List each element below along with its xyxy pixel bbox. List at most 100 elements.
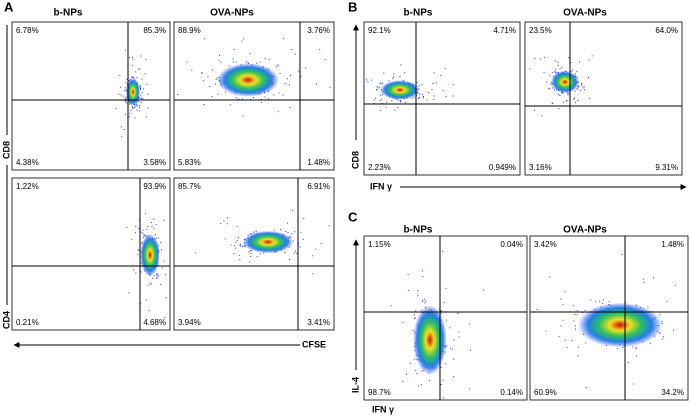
event-dot — [453, 358, 455, 360]
event-dot — [157, 275, 159, 277]
event-dot — [562, 304, 564, 306]
event-dot — [224, 91, 226, 93]
quadrant-percent: 98.7% — [368, 388, 391, 397]
event-dot — [140, 102, 142, 104]
event-dot — [227, 217, 228, 219]
event-dot — [235, 61, 237, 63]
event-dot — [662, 338, 664, 340]
event-dot — [636, 347, 638, 349]
quadrant-percent: 5.83% — [178, 158, 201, 167]
column-title: OVA-NPs — [563, 225, 607, 236]
event-dot — [163, 260, 165, 262]
event-dot — [376, 89, 378, 91]
event-dot — [145, 299, 147, 301]
event-dot — [559, 68, 561, 70]
density-blob — [242, 230, 294, 254]
event-dot — [380, 110, 382, 111]
event-dot — [445, 96, 447, 98]
event-dot — [581, 83, 583, 85]
event-dot — [399, 100, 401, 101]
event-dot — [165, 274, 167, 276]
event-dot — [195, 252, 196, 254]
event-dot — [443, 301, 445, 303]
event-dot — [661, 323, 663, 325]
event-dot — [446, 319, 447, 321]
event-dot — [578, 86, 580, 87]
event-dot — [392, 77, 394, 79]
event-dot — [277, 64, 279, 66]
density-blob — [217, 63, 279, 97]
event-dot — [579, 90, 581, 92]
event-dot — [236, 239, 238, 241]
event-dot — [131, 106, 133, 108]
x-axis-label: IFN γ — [372, 404, 394, 414]
event-dot — [191, 69, 193, 71]
event-dot — [280, 228, 282, 230]
event-dot — [581, 83, 582, 84]
event-dot — [425, 300, 427, 302]
event-dot — [282, 38, 284, 40]
event-dot — [422, 300, 423, 302]
event-dot — [142, 237, 144, 239]
quadrant-percent: 0.14% — [500, 388, 523, 397]
event-dot — [125, 113, 127, 115]
event-dot — [226, 223, 228, 225]
event-dot — [277, 111, 279, 113]
event-dot — [379, 100, 381, 102]
event-dot — [423, 96, 424, 97]
event-dot — [139, 107, 140, 109]
event-dot — [582, 87, 584, 89]
event-dot — [564, 339, 566, 341]
event-dot — [284, 252, 286, 253]
event-dot — [145, 116, 147, 118]
event-dot — [560, 298, 562, 300]
event-dot — [653, 277, 654, 279]
event-dot — [305, 67, 307, 69]
event-dot — [138, 100, 140, 102]
event-dot — [134, 232, 136, 234]
event-dot — [285, 230, 287, 232]
event-dot — [292, 240, 294, 242]
event-dot — [298, 71, 300, 73]
event-dot — [126, 102, 127, 104]
event-dot — [156, 278, 158, 280]
event-dot — [574, 90, 576, 92]
event-dot — [238, 237, 239, 239]
event-dot — [282, 94, 284, 96]
event-dot — [148, 309, 150, 311]
event-dot — [419, 97, 420, 98]
event-dot — [584, 310, 586, 312]
quadrant-percent: 3.94% — [178, 318, 201, 327]
event-dot — [148, 284, 150, 286]
event-dot — [138, 110, 140, 112]
event-dot — [289, 84, 290, 86]
event-dot — [287, 222, 289, 224]
event-dot — [219, 54, 220, 56]
plot-frame — [524, 21, 683, 176]
event-dot — [427, 92, 429, 94]
event-dot — [575, 73, 576, 75]
event-dot — [132, 108, 134, 109]
event-dot — [232, 58, 234, 60]
event-dot — [293, 252, 295, 254]
event-dot — [382, 94, 384, 96]
event-dot — [452, 95, 454, 97]
event-dot — [551, 71, 553, 73]
event-dot — [589, 98, 591, 100]
quadrant-percent: 23.5% — [529, 26, 552, 35]
event-dot — [393, 73, 395, 75]
event-dot — [134, 117, 136, 119]
event-dot — [125, 87, 127, 89]
event-dot — [575, 325, 576, 327]
event-dot — [453, 376, 454, 378]
event-dot — [446, 345, 448, 347]
quadrant-percent: 0.04% — [500, 240, 523, 249]
density-blob — [380, 80, 420, 100]
event-dot — [540, 58, 542, 60]
x-axis-label: CFSE — [302, 339, 326, 349]
event-dot — [428, 380, 430, 381]
event-dot — [242, 246, 244, 247]
event-dot — [259, 61, 261, 63]
event-dot — [553, 89, 555, 91]
event-dot — [164, 317, 166, 319]
